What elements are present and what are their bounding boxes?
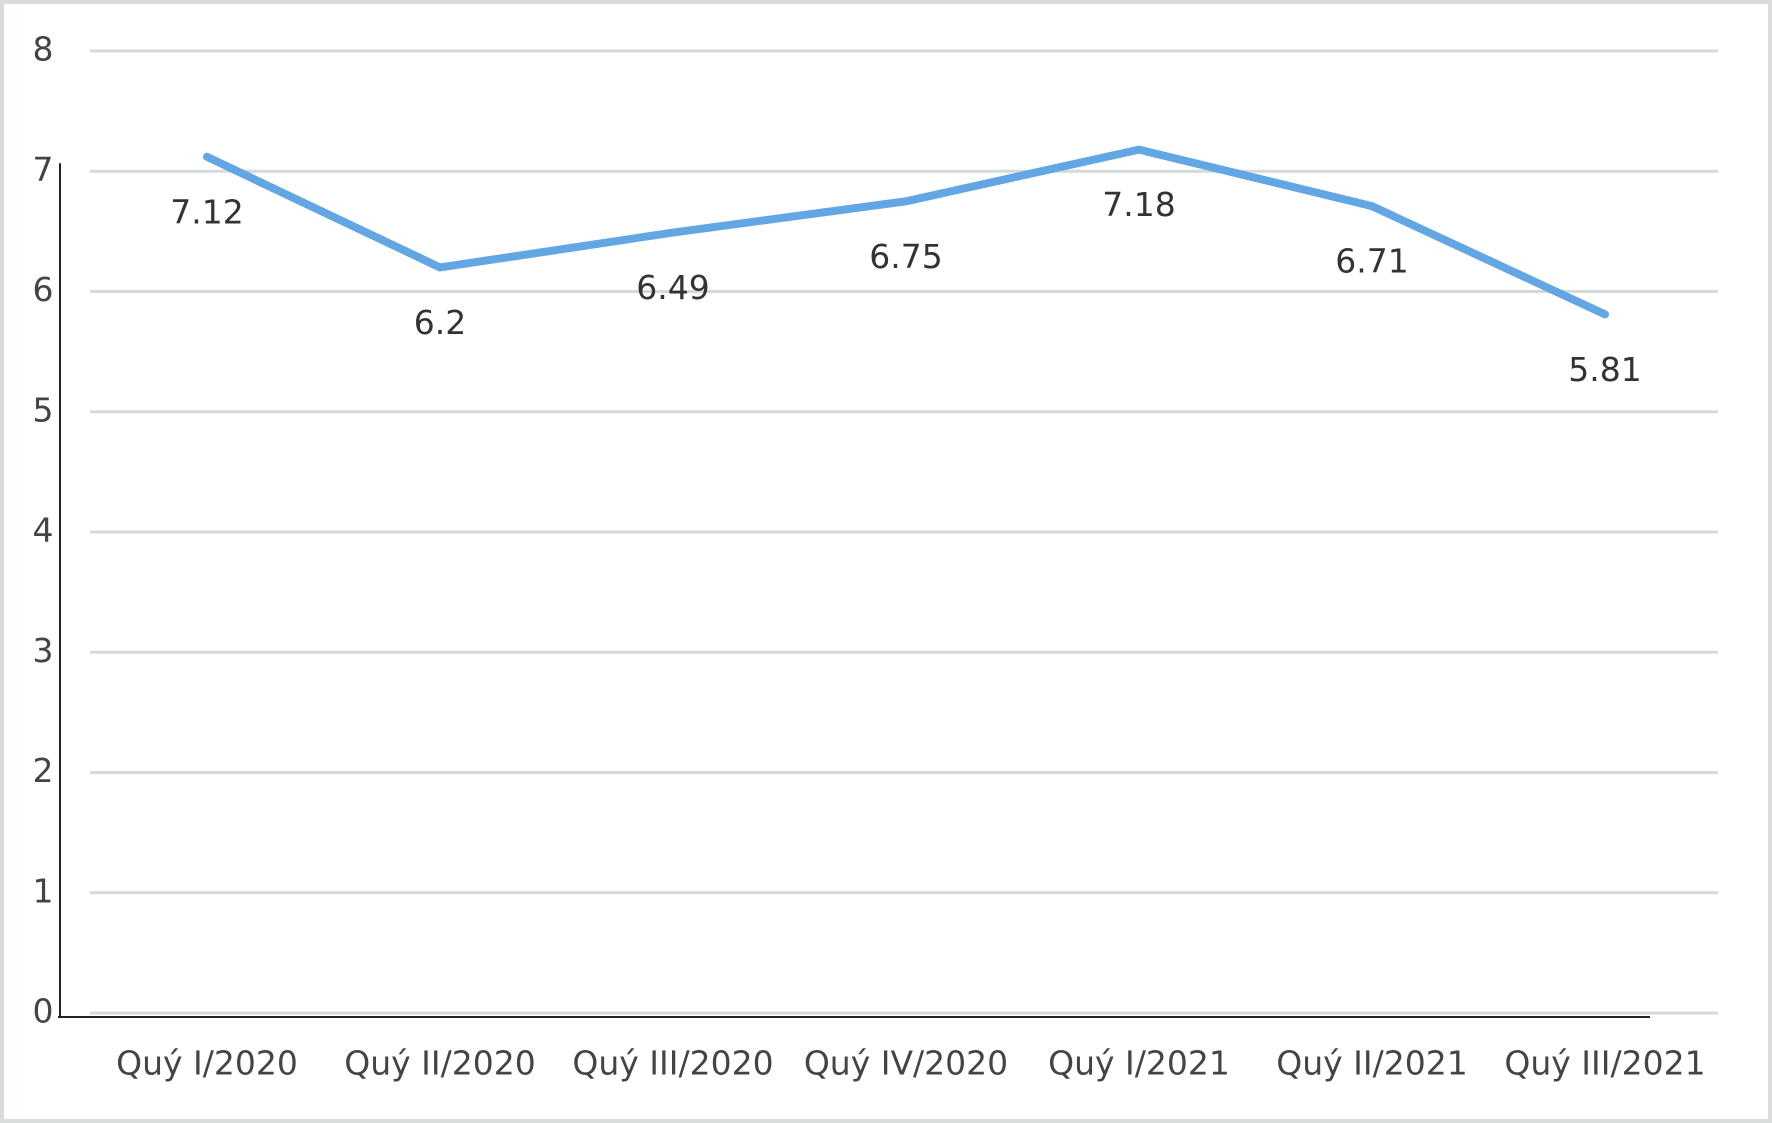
y-tick-label: 2 (33, 751, 54, 790)
data-label: 6.71 (1335, 242, 1408, 281)
x-tick-label: Quý IV/2020 (804, 1044, 1008, 1083)
x-tick-label: Quý III/2021 (1504, 1044, 1705, 1083)
y-tick-label: 7 (33, 150, 54, 189)
y-tick-label: 5 (33, 390, 54, 429)
data-label: 6.2 (414, 303, 466, 342)
data-label: 5.81 (1568, 350, 1641, 389)
data-label: 7.18 (1102, 185, 1175, 224)
data-label: 7.12 (170, 192, 243, 231)
y-tick-label: 1 (33, 871, 54, 910)
x-tick-label: Quý II/2020 (344, 1044, 535, 1083)
y-tick-label: 6 (33, 270, 54, 309)
x-tick-label: Quý II/2021 (1276, 1044, 1467, 1083)
y-tick-label: 0 (33, 992, 54, 1031)
y-tick-label: 3 (33, 631, 54, 670)
y-tick-label: 4 (33, 511, 54, 550)
x-tick-label: Quý III/2020 (572, 1044, 773, 1083)
y-tick-label: 8 (33, 30, 54, 69)
data-line (203, 145, 1609, 319)
x-tick-label: Quý I/2020 (116, 1044, 298, 1083)
data-label: 6.75 (869, 237, 942, 276)
data-label: 6.49 (636, 268, 709, 307)
x-tick-label: Quý I/2021 (1048, 1044, 1230, 1083)
